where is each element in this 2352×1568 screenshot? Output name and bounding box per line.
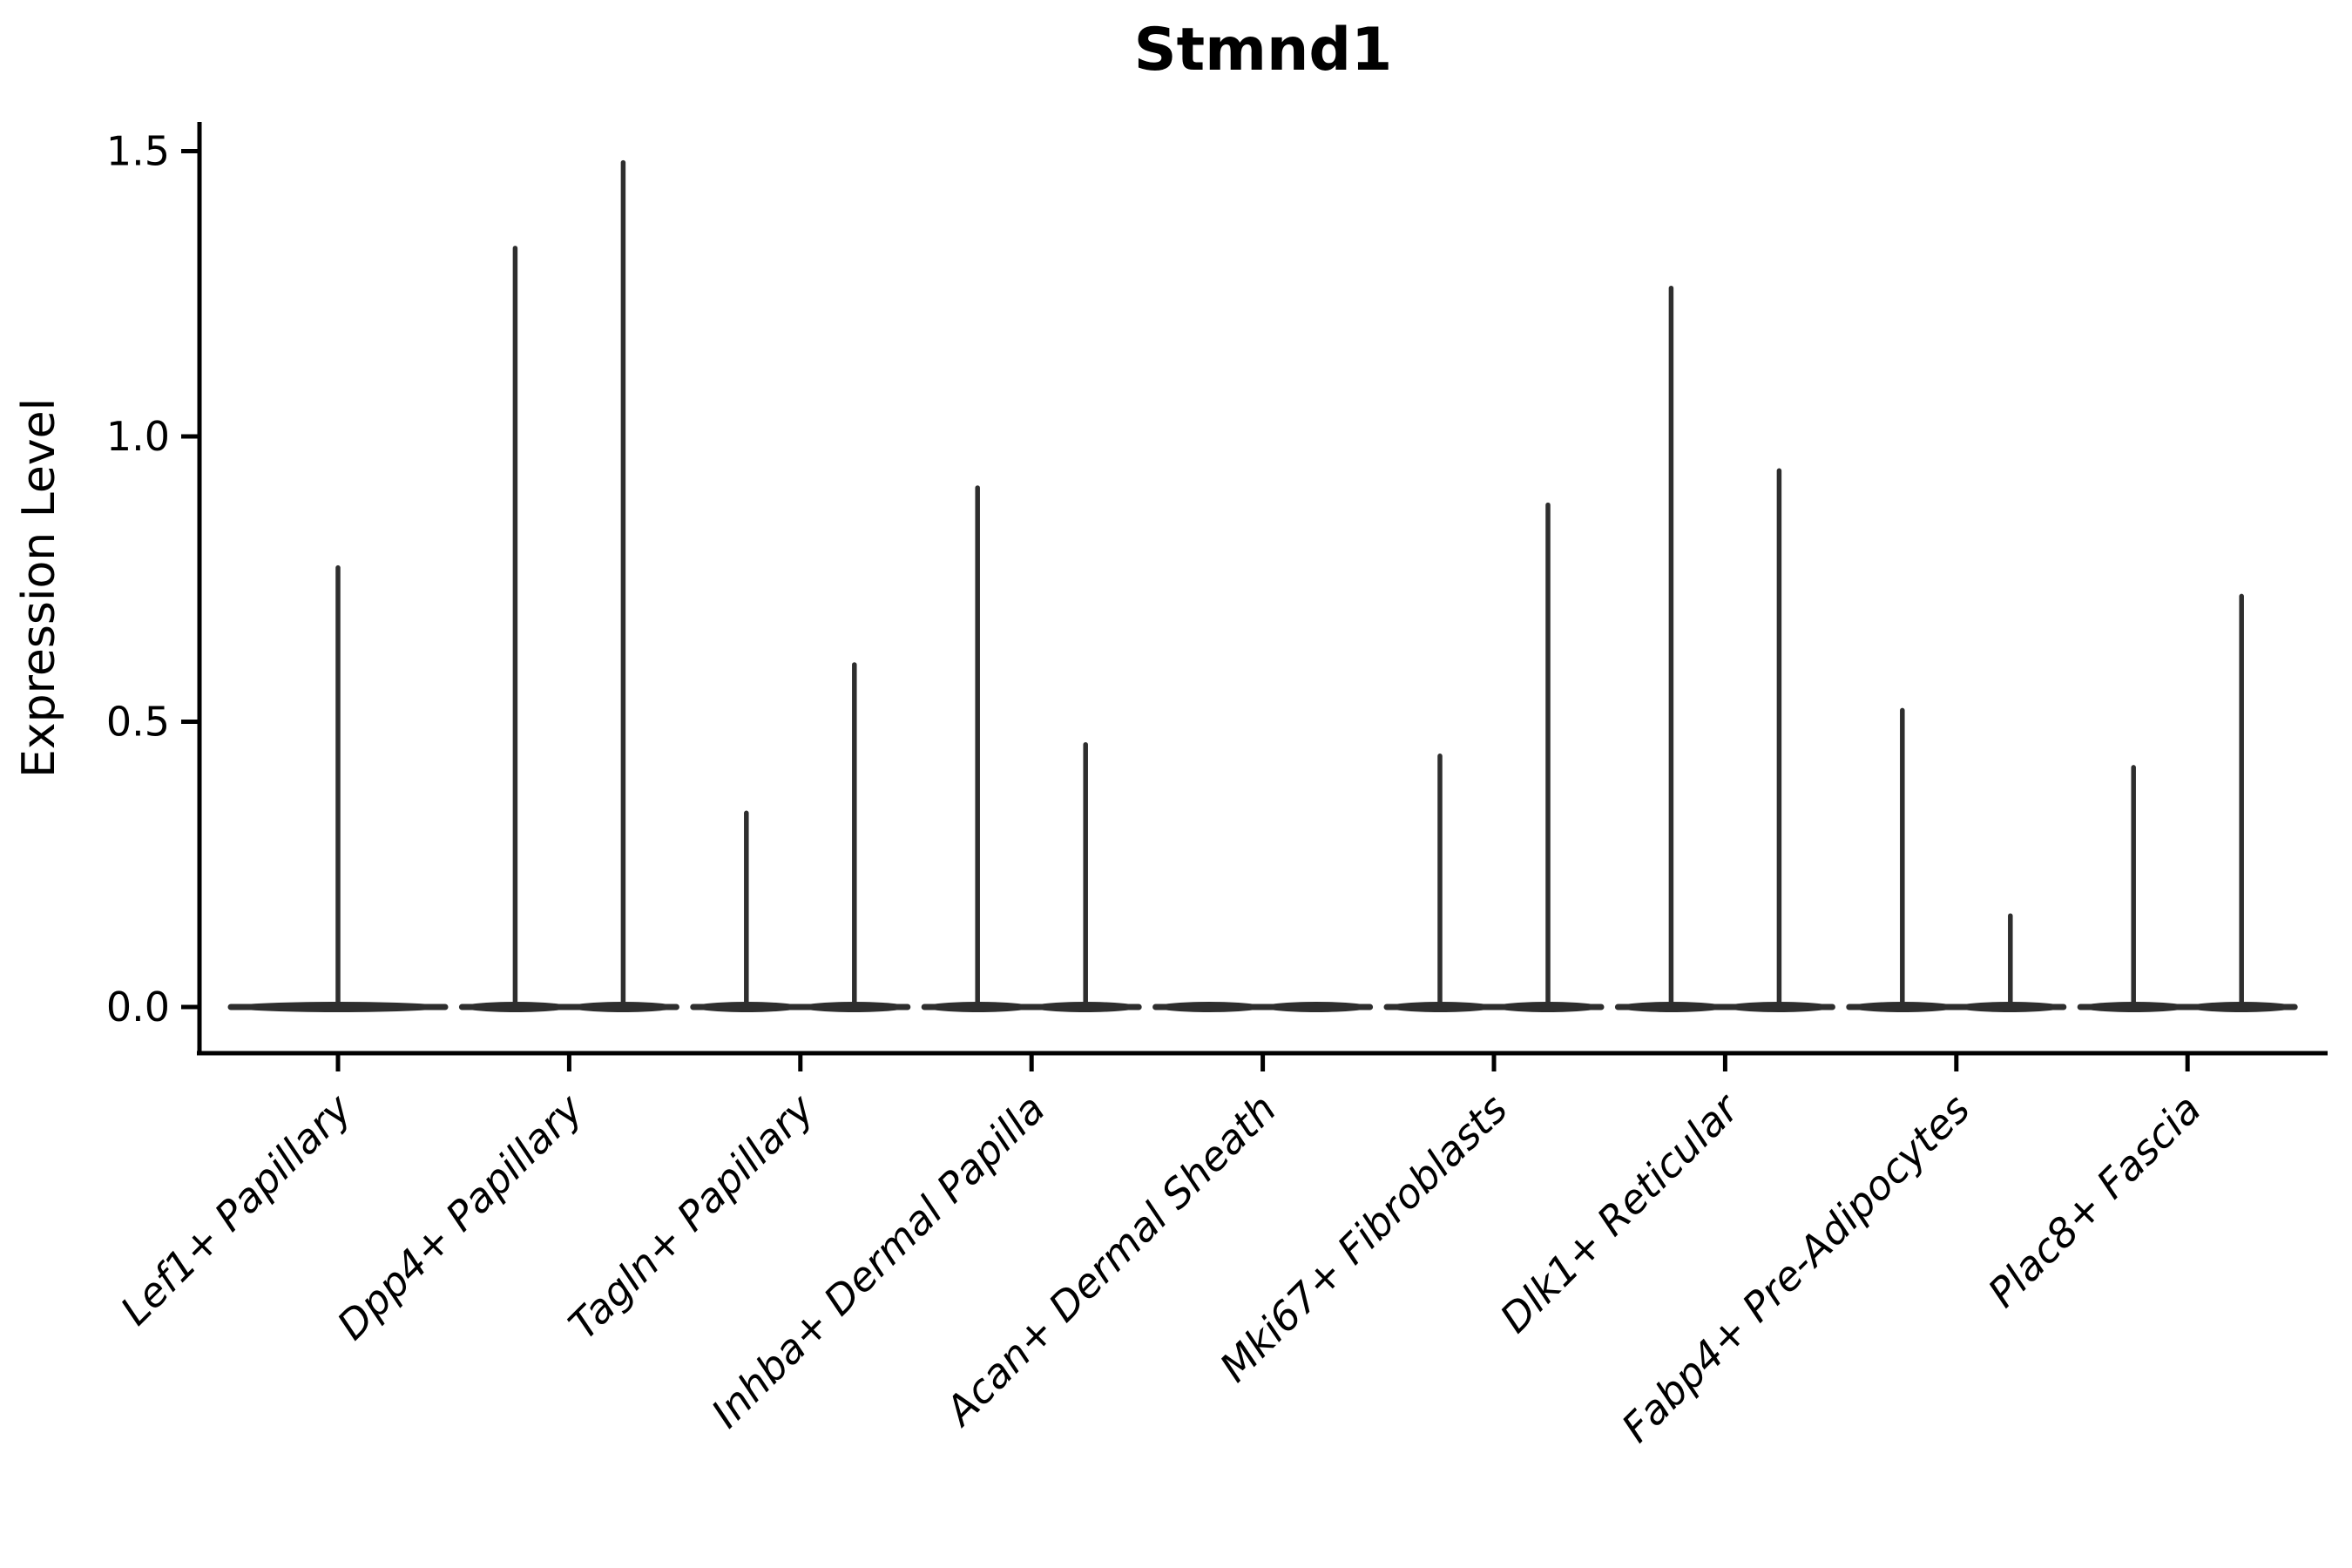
x-tick-label: Tagln+ Papillary	[559, 1085, 823, 1348]
x-tick-label: Plac8+ Fascia	[1979, 1085, 2210, 1316]
y-tick-label: 0.0	[106, 983, 170, 1031]
violin-group	[921, 485, 1142, 1012]
violin-group	[1383, 502, 1605, 1012]
violin-group	[1614, 285, 1835, 1012]
x-tick-label: Dpp4+ Papillary	[328, 1085, 592, 1348]
violin-group	[458, 159, 679, 1012]
x-tick-label: Lef1+ Papillary	[112, 1085, 361, 1334]
chart-title: Stmnd1	[1134, 16, 1393, 84]
violin-group	[690, 662, 911, 1012]
x-tick-label: Dlk1+ Reticular	[1491, 1083, 1750, 1342]
violins-layer	[227, 159, 2298, 1012]
y-tick-label: 1.0	[106, 413, 170, 460]
y-tick-label: 0.5	[106, 699, 170, 746]
y-tick-label: 1.5	[106, 128, 170, 175]
violin-group	[1152, 1002, 1374, 1012]
violin-group	[227, 564, 449, 1012]
violin-group	[1846, 707, 2067, 1012]
y-axis-label: Expression Level	[13, 398, 65, 778]
violin-group	[2077, 593, 2298, 1012]
